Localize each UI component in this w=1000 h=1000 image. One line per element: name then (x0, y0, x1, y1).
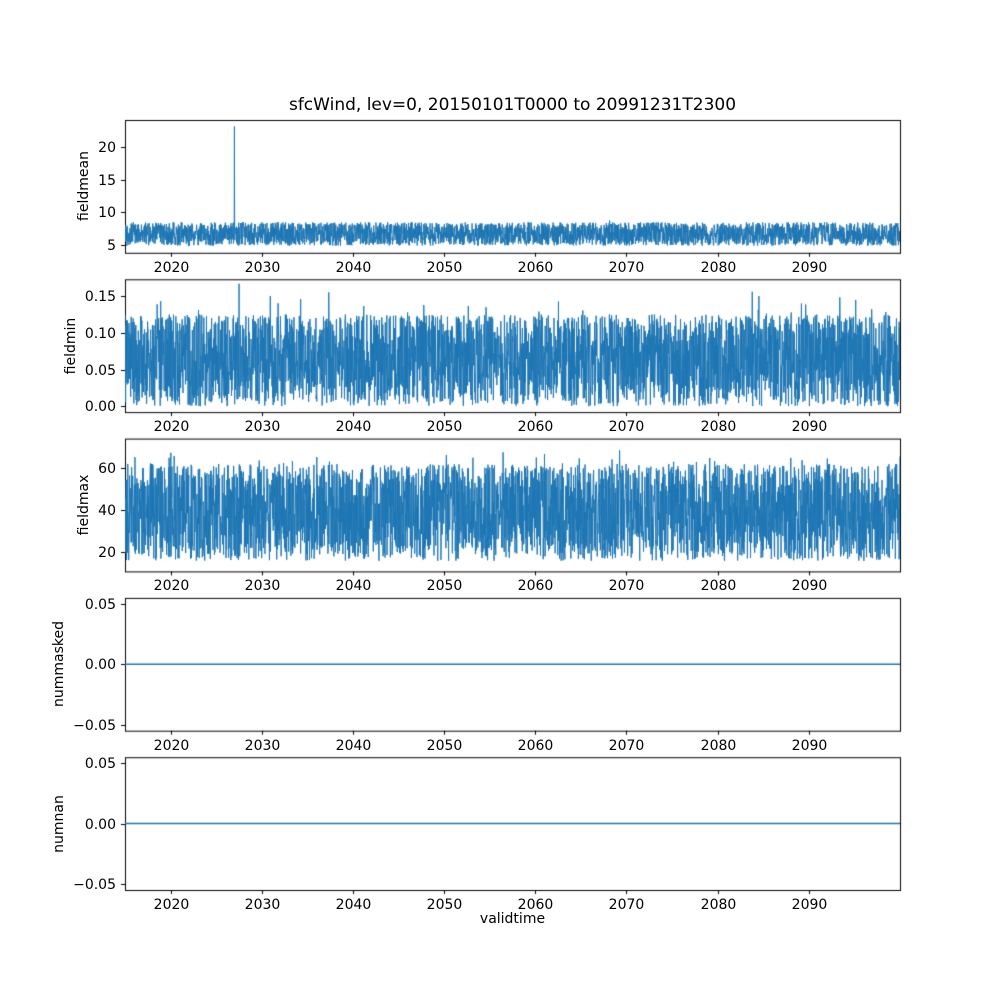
x-tick-label: 2080 (700, 419, 737, 436)
y-tick-label: 0.00 (84, 656, 116, 673)
x-tick-label: 2060 (517, 419, 554, 436)
x-tick-label: 2070 (608, 419, 645, 436)
x-tick-label: 2090 (791, 419, 828, 436)
y-tick-label: 0.15 (84, 288, 116, 305)
y-tick-label: 15 (98, 172, 116, 189)
x-tick-label: 2030 (244, 578, 281, 595)
x-axis-label: validtime (479, 911, 546, 927)
x-tick-label: 2040 (335, 259, 372, 276)
y-tick-label: −0.05 (73, 717, 116, 734)
x-tick-label: 2080 (700, 897, 737, 913)
y-tick-label: 40 (98, 502, 116, 519)
y-tick-label: 20 (98, 544, 116, 561)
y-tick-label: 0.05 (84, 755, 116, 772)
x-tick-label: 2060 (517, 578, 554, 595)
y-tick-label: −0.05 (73, 876, 116, 893)
x-tick-label: 2050 (426, 578, 463, 595)
x-tick-label: 2030 (244, 259, 281, 276)
x-tick-label: 2030 (244, 897, 281, 913)
x-tick-label: 2070 (608, 897, 645, 913)
x-tick-label: 2090 (791, 259, 828, 276)
x-tick-label: 2020 (153, 259, 190, 276)
x-tick-label: 2090 (791, 897, 828, 913)
x-tick-label: 2080 (700, 578, 737, 595)
x-tick-label: 2020 (153, 578, 190, 595)
y-tick-label: 0.00 (84, 816, 116, 833)
y-tick-label: 0.05 (84, 596, 116, 613)
x-tick-label: 2090 (791, 737, 828, 754)
x-tick-label: 2050 (426, 419, 463, 436)
x-tick-label: 2060 (517, 259, 554, 276)
x-tick-label: 2080 (700, 259, 737, 276)
x-tick-label: 2090 (791, 578, 828, 595)
y-tick-label: 5 (107, 237, 116, 254)
y-tick-label: 0.10 (84, 325, 116, 342)
x-tick-label: 2050 (426, 259, 463, 276)
x-tick-label: 2080 (700, 737, 737, 754)
x-tick-label: 2040 (335, 419, 372, 436)
x-tick-label: 2050 (426, 897, 463, 913)
x-tick-label: 2020 (153, 897, 190, 913)
x-tick-label: 2020 (153, 419, 190, 436)
y-axis-label-numnan: numnan (51, 794, 68, 853)
x-tick-label: 2040 (335, 737, 372, 754)
x-tick-label: 2070 (608, 259, 645, 276)
x-tick-label: 2020 (153, 737, 190, 754)
x-tick-label: 2030 (244, 419, 281, 436)
x-tick-label: 2060 (517, 737, 554, 754)
y-tick-label: 60 (98, 460, 116, 477)
x-tick-label: 2040 (335, 578, 372, 595)
x-tick-label: 2070 (608, 737, 645, 754)
x-tick-label: 2070 (608, 578, 645, 595)
x-tick-label: 2030 (244, 737, 281, 754)
y-tick-label: 20 (98, 139, 116, 156)
y-tick-label: 10 (98, 204, 116, 221)
y-axis-label-fieldmax: fieldmax (76, 474, 93, 536)
y-tick-label: 0.00 (84, 398, 116, 415)
x-tick-label: 2060 (517, 897, 554, 913)
x-tick-label: 2040 (335, 897, 372, 913)
x-tick-label: 2050 (426, 737, 463, 754)
y-tick-label: 0.05 (84, 362, 116, 379)
